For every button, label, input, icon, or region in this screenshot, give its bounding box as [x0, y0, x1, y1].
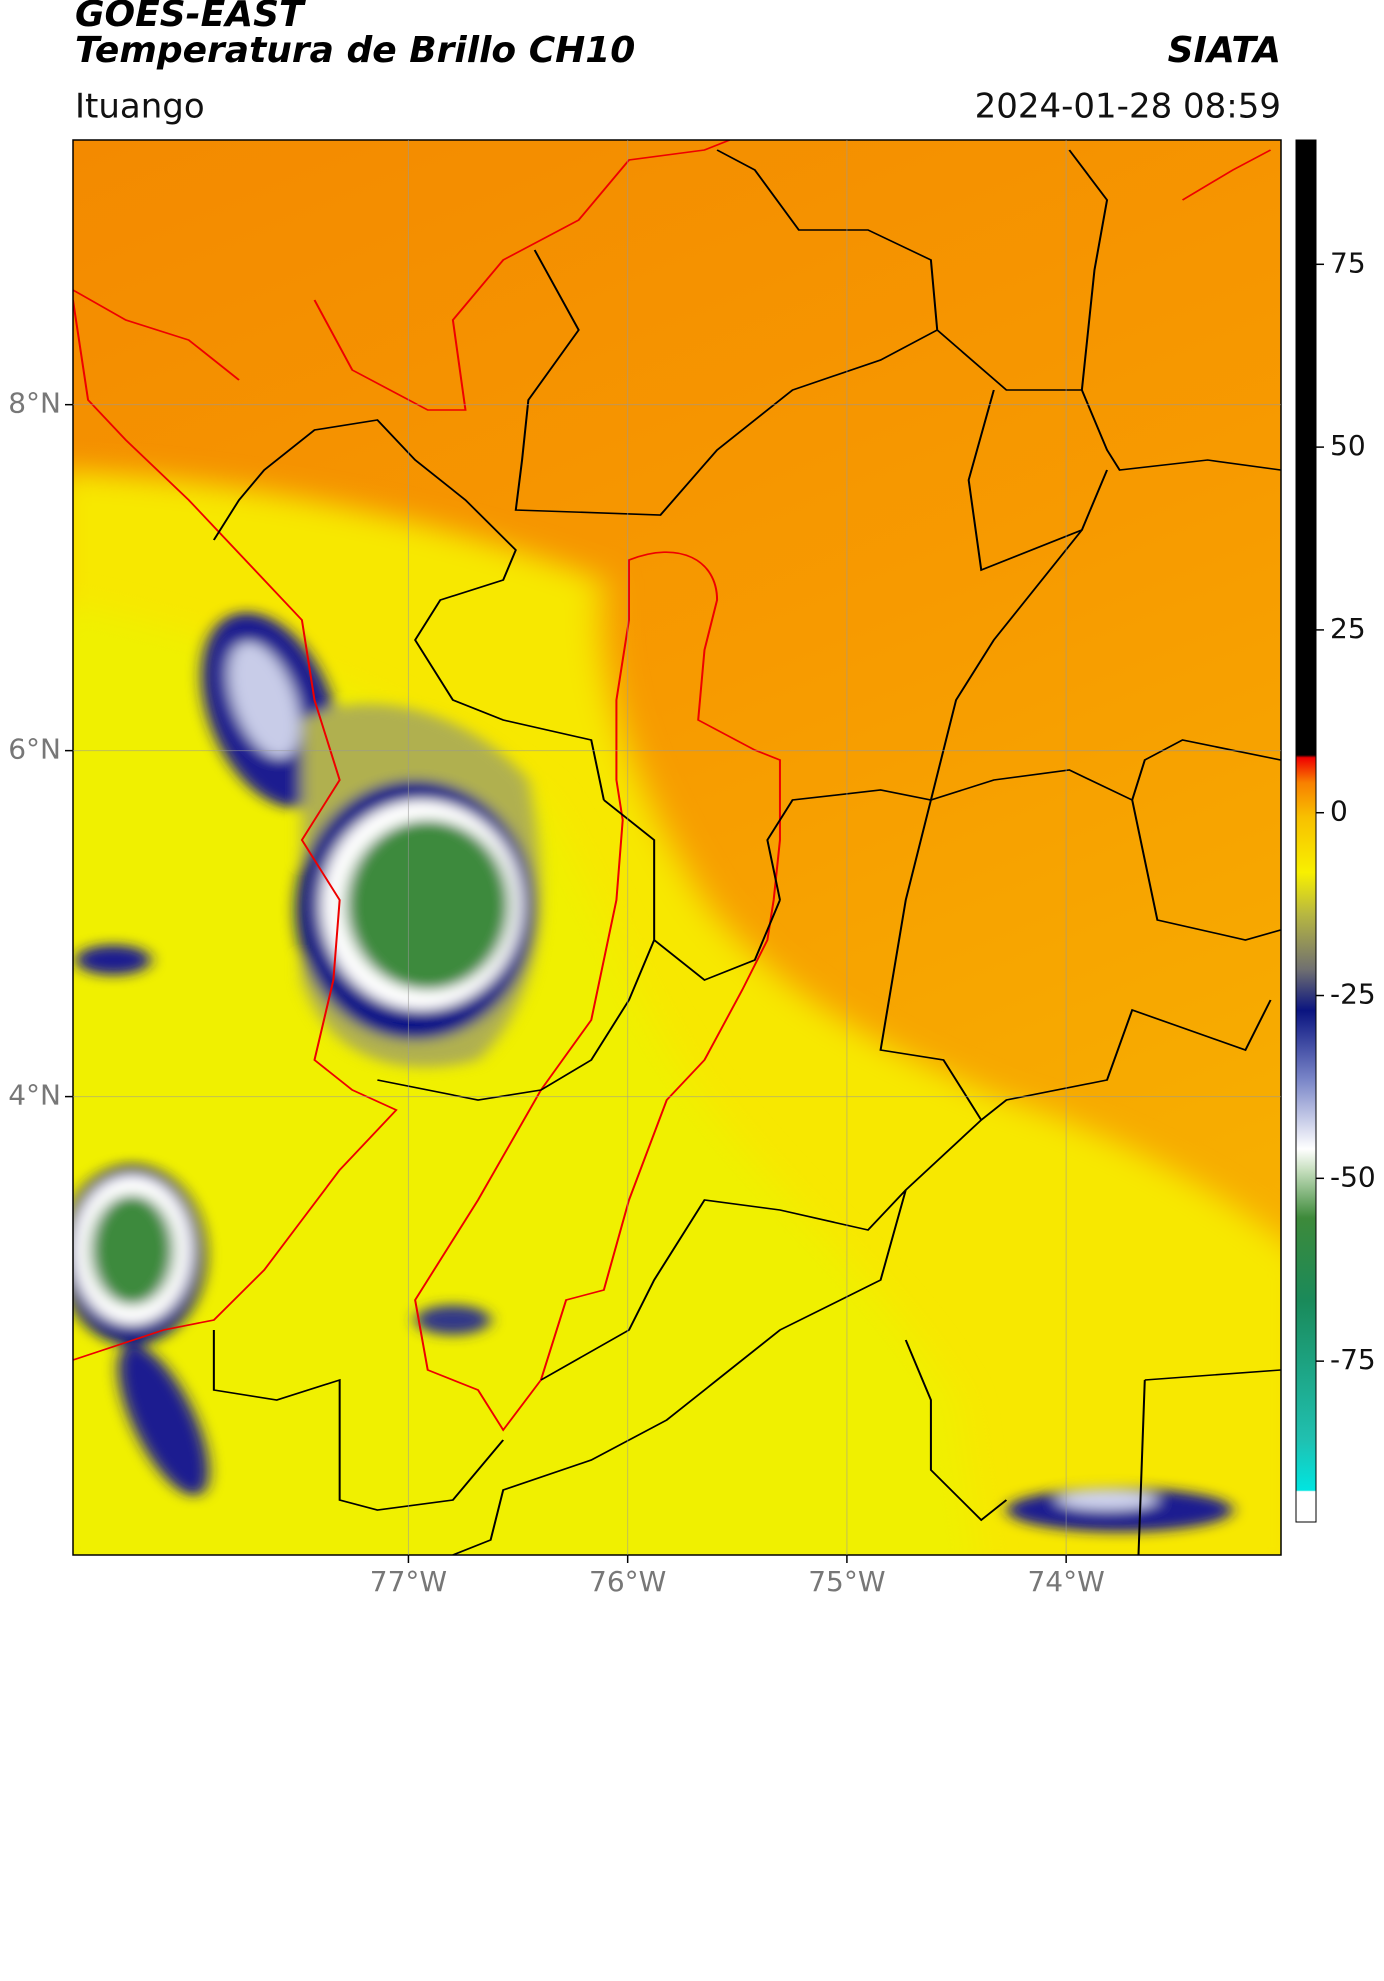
location: Ituango: [75, 87, 205, 127]
colorbar-tick-label: -25: [1330, 978, 1376, 1011]
x-tick-label: 76°W: [589, 1565, 666, 1598]
y-tick-label: 8°N: [8, 387, 61, 420]
subtitle: Temperatura de Brillo CH10: [75, 30, 635, 71]
map-frame: [72, 139, 1282, 1556]
x-tick-label: 75°W: [808, 1565, 885, 1598]
colorbar-tick-label: -50: [1330, 1160, 1376, 1193]
x-tick-label: 77°W: [370, 1565, 447, 1598]
y-tick-label: 6°N: [8, 733, 61, 766]
x-tick-label: 74°W: [1027, 1565, 1104, 1598]
colorbar-tick-label: 75: [1330, 246, 1366, 279]
colorbar-tick-label: 25: [1330, 612, 1366, 645]
colorbar: [1295, 139, 1317, 1523]
datetime: 2024-01-28 08:59: [975, 87, 1281, 127]
satellite-image: [73, 140, 1281, 1555]
colorbar-tick-label: -75: [1330, 1343, 1376, 1376]
title: GOES-EAST: [75, 0, 306, 35]
y-tick-label: 4°N: [8, 1079, 61, 1112]
colorbar-tick-label: 0: [1330, 795, 1348, 828]
source: SIATA: [1168, 30, 1281, 71]
colorbar-tick-label: 50: [1330, 429, 1366, 462]
